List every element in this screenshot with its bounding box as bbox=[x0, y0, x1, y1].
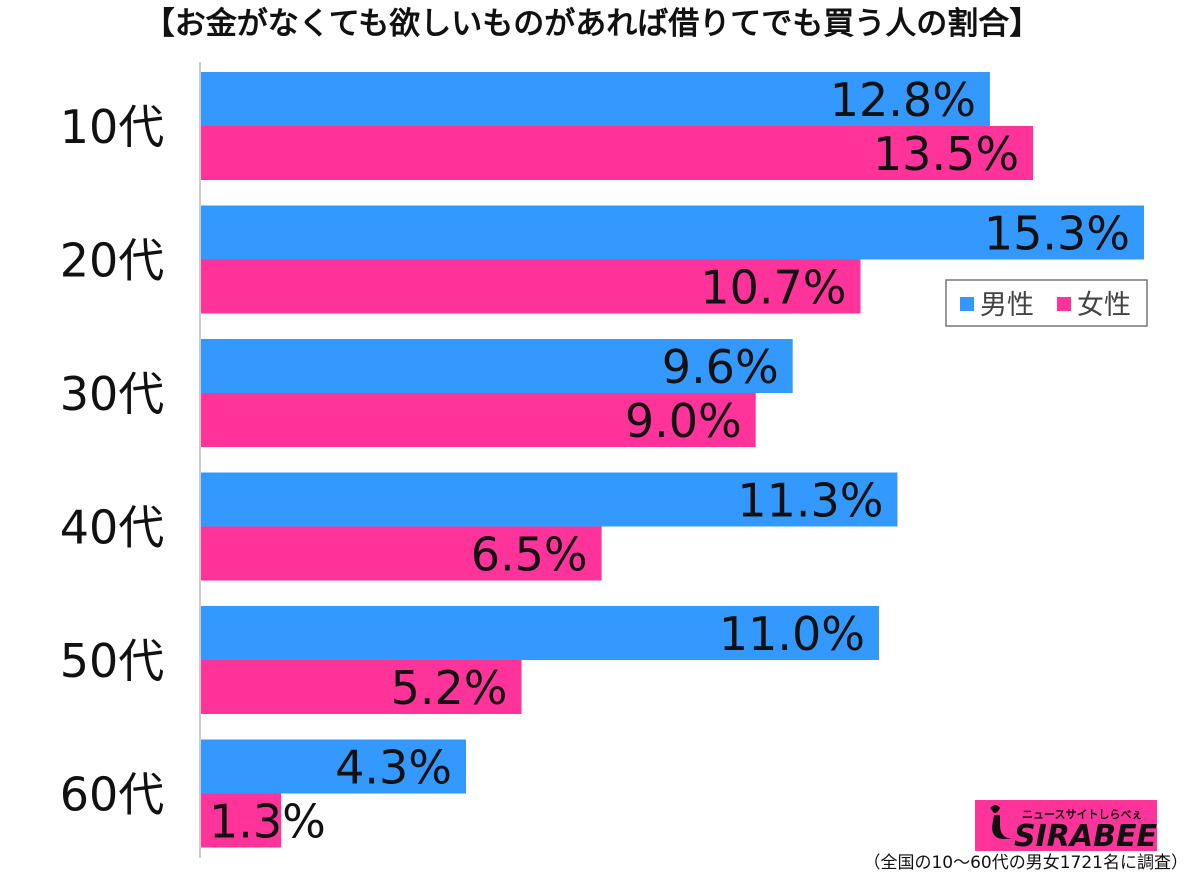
logo-background bbox=[975, 800, 1157, 851]
bar-female bbox=[201, 393, 756, 447]
value-label-male: 15.3% bbox=[984, 207, 1130, 261]
value-label-male: 11.0% bbox=[719, 607, 865, 661]
value-label-female: 1.3% bbox=[209, 795, 326, 849]
legend-swatch-female bbox=[1057, 297, 1071, 311]
bar-female bbox=[201, 793, 282, 848]
bar-female bbox=[201, 126, 1034, 180]
survey-note: （全国の10〜60代の男女1721名に調査） bbox=[863, 853, 1188, 873]
value-label-male: 12.8% bbox=[830, 73, 976, 127]
sirabee-logo: ニュースサイトしらべぇ SIRABEE bbox=[975, 800, 1157, 854]
value-label-female: 9.0% bbox=[625, 394, 742, 448]
value-label-female: 5.2% bbox=[391, 661, 508, 715]
chart-title: 【お金がなくても欲しいものがあれば借りてでも買う人の割合】 bbox=[144, 6, 1041, 42]
value-label-female: 10.7% bbox=[700, 261, 846, 315]
category-label: 50代 bbox=[60, 634, 165, 688]
logo-i-glyph bbox=[990, 805, 1014, 839]
category-label: 10代 bbox=[60, 100, 165, 154]
bar-male bbox=[201, 72, 990, 126]
value-label-male: 11.3% bbox=[737, 474, 883, 528]
bar-male bbox=[201, 472, 898, 527]
category-label: 30代 bbox=[60, 367, 165, 421]
value-label-male: 9.6% bbox=[662, 340, 779, 394]
bar-male bbox=[201, 739, 467, 794]
legend-swatch-male bbox=[960, 297, 974, 311]
category-label: 60代 bbox=[60, 768, 165, 822]
category-label: 20代 bbox=[60, 234, 165, 288]
value-label-female: 6.5% bbox=[471, 528, 588, 582]
bar-female bbox=[201, 259, 861, 314]
value-label-female: 13.5% bbox=[873, 127, 1019, 181]
bar-female bbox=[201, 660, 522, 714]
legend-label-male: 男性 bbox=[980, 290, 1034, 321]
logo-tagline: ニュースサイトしらべぇ bbox=[1022, 808, 1142, 821]
category-label: 40代 bbox=[60, 501, 165, 555]
value-label-male: 4.3% bbox=[335, 741, 452, 795]
logo-wordmark: SIRABEE bbox=[1014, 819, 1157, 854]
legend-box bbox=[945, 279, 1148, 327]
bar-male bbox=[201, 339, 793, 393]
labels-layer: 10代 12.8%13.5% 20代 15.3% 10.7% 30代 9.6%9.0% 40代… bbox=[60, 73, 1130, 849]
bars-layer bbox=[201, 72, 1144, 848]
bar-male bbox=[201, 205, 1144, 260]
legend-label-female: 女性 bbox=[1077, 290, 1131, 321]
bar-female bbox=[201, 526, 602, 581]
bar-male bbox=[201, 606, 879, 660]
legend: 男性 女性 bbox=[945, 279, 1148, 327]
